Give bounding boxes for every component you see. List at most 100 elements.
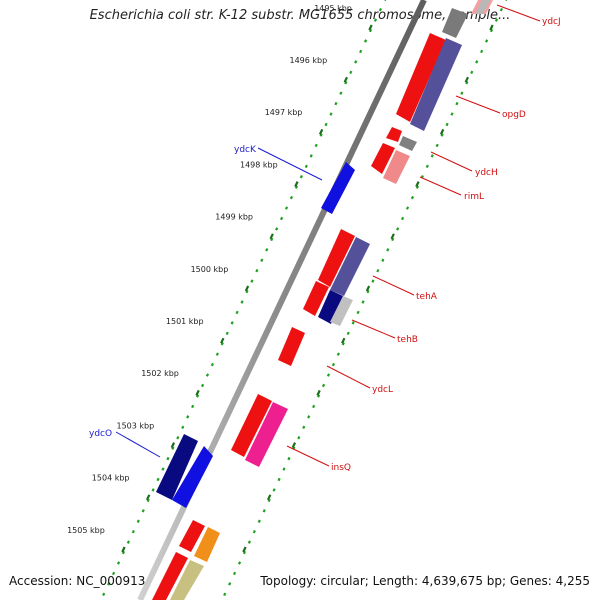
tick-mark — [141, 509, 145, 513]
gene-ydcO[interactable] — [172, 446, 213, 508]
tick-mark — [460, 91, 464, 95]
tick-mark — [386, 248, 390, 252]
tick-mark — [368, 28, 373, 33]
tick-mark — [291, 442, 297, 449]
gene-red-1505[interactable] — [179, 520, 205, 552]
gene-label-ydcL[interactable]: ydcL — [372, 385, 393, 395]
gene-orange-1505[interactable] — [194, 527, 220, 562]
tick-mark — [266, 494, 272, 501]
tick-mark — [223, 592, 227, 597]
tick-mark — [255, 268, 259, 273]
tick-mark — [245, 289, 249, 294]
gene-ydcH[interactable] — [371, 143, 395, 174]
accession-label: Accession: NC_000913 — [9, 574, 146, 588]
gene-ydcL[interactable] — [278, 327, 305, 366]
gene-label-tehA[interactable]: tehA — [416, 292, 438, 302]
tick-mark — [220, 342, 224, 346]
tick-track — [102, 0, 508, 597]
tick-mark — [156, 477, 160, 482]
tick-mark — [294, 181, 299, 188]
genome-summary-label: Topology: circular; Length: 4,639,675 bp… — [260, 574, 590, 588]
tick-mark — [220, 337, 225, 344]
tick-mark — [289, 195, 294, 200]
tick-mark — [312, 404, 316, 409]
tick-mark — [366, 289, 370, 294]
tick-mark — [191, 404, 195, 409]
tick-mark — [354, 60, 358, 64]
tick-mark — [166, 456, 170, 461]
tick-mark — [341, 337, 346, 344]
kbp-label: 1498 kbp — [240, 160, 278, 169]
tick-mark — [230, 321, 234, 325]
tick-mark — [270, 237, 274, 242]
tick-mark — [485, 39, 489, 43]
gene-tehA[interactable] — [330, 237, 370, 296]
tick-mark — [364, 39, 368, 43]
tick-mark — [336, 352, 340, 356]
gene-red-insQ[interactable] — [231, 394, 272, 457]
tick-mark — [368, 24, 373, 31]
tick-mark — [383, 0, 387, 1]
tick-mark — [475, 60, 479, 64]
tick-mark — [304, 164, 308, 169]
tick-mark — [136, 519, 140, 523]
reverse-strand-features — [152, 0, 493, 600]
tick-mark — [314, 143, 318, 148]
gene-label-tehB[interactable]: tehB — [397, 335, 418, 345]
tick-mark — [415, 185, 419, 189]
tick-mark — [371, 279, 375, 283]
tick-mark — [171, 446, 175, 450]
tick-mark — [302, 425, 306, 430]
tick-mark — [176, 436, 180, 440]
gene-red-1496[interactable] — [396, 33, 446, 122]
tick-mark — [287, 456, 291, 461]
gene-opgD[interactable] — [410, 38, 462, 131]
tick-mark — [465, 81, 469, 85]
tick-mark — [247, 540, 251, 544]
gene-label-insQ[interactable]: insQ — [331, 463, 351, 473]
gene-red-tehA[interactable] — [318, 229, 355, 287]
tick-mark — [215, 352, 219, 356]
gene-small-red-1497[interactable] — [386, 127, 402, 142]
gene-tehB[interactable] — [318, 290, 343, 324]
tick-mark — [480, 49, 484, 54]
tick-mark — [237, 561, 242, 565]
kbp-label: 1496 kbp — [290, 56, 328, 65]
gene-small-grey-1497[interactable] — [399, 136, 417, 151]
gene-grey-top[interactable] — [442, 8, 468, 38]
gene-red-1500[interactable] — [303, 281, 329, 316]
tick-mark — [318, 128, 324, 135]
gene-label-ydcH[interactable]: ydcH — [475, 168, 498, 178]
gene-label-ydcO[interactable]: ydcO — [89, 429, 112, 439]
gene-label-opgD[interactable]: opgD — [502, 110, 526, 120]
gene-label-ydcK[interactable]: ydcK — [234, 145, 257, 155]
gene-label-rimL[interactable]: rimL — [464, 192, 484, 202]
tick-mark — [316, 389, 321, 396]
gene-red-bottom[interactable] — [152, 552, 188, 600]
tick-mark — [131, 529, 135, 534]
gene-khaki-bottom[interactable] — [170, 560, 204, 600]
gene-tehB-grey[interactable] — [330, 296, 353, 326]
tick-mark — [265, 248, 269, 252]
tick-mark — [499, 7, 503, 12]
gene-top-grey[interactable] — [475, 0, 490, 14]
gene-ydcO-dark[interactable] — [156, 434, 198, 500]
gene-ydcK[interactable] — [321, 162, 355, 214]
gene-label-ydcJ[interactable]: ydcJ — [542, 17, 561, 27]
kbp-label: 1502 kbp — [141, 369, 179, 378]
tick-mark — [299, 175, 303, 179]
kbp-label: 1504 kbp — [92, 474, 130, 483]
tick-mark — [107, 582, 111, 586]
gene-rimL[interactable] — [383, 150, 410, 184]
tick-mark — [489, 28, 494, 33]
gene-label-group: ydcJ opgD ydcH rimL ydcK tehA tehB ydcL … — [89, 17, 561, 473]
forward-strand-features — [156, 162, 355, 508]
tick-mark — [356, 310, 360, 315]
tick-mark — [445, 122, 449, 127]
tick-mark — [504, 0, 508, 1]
tick-mark — [319, 133, 323, 137]
tick-mark — [210, 362, 214, 367]
tick-mark — [309, 154, 313, 158]
gene-insQ[interactable] — [245, 402, 288, 467]
